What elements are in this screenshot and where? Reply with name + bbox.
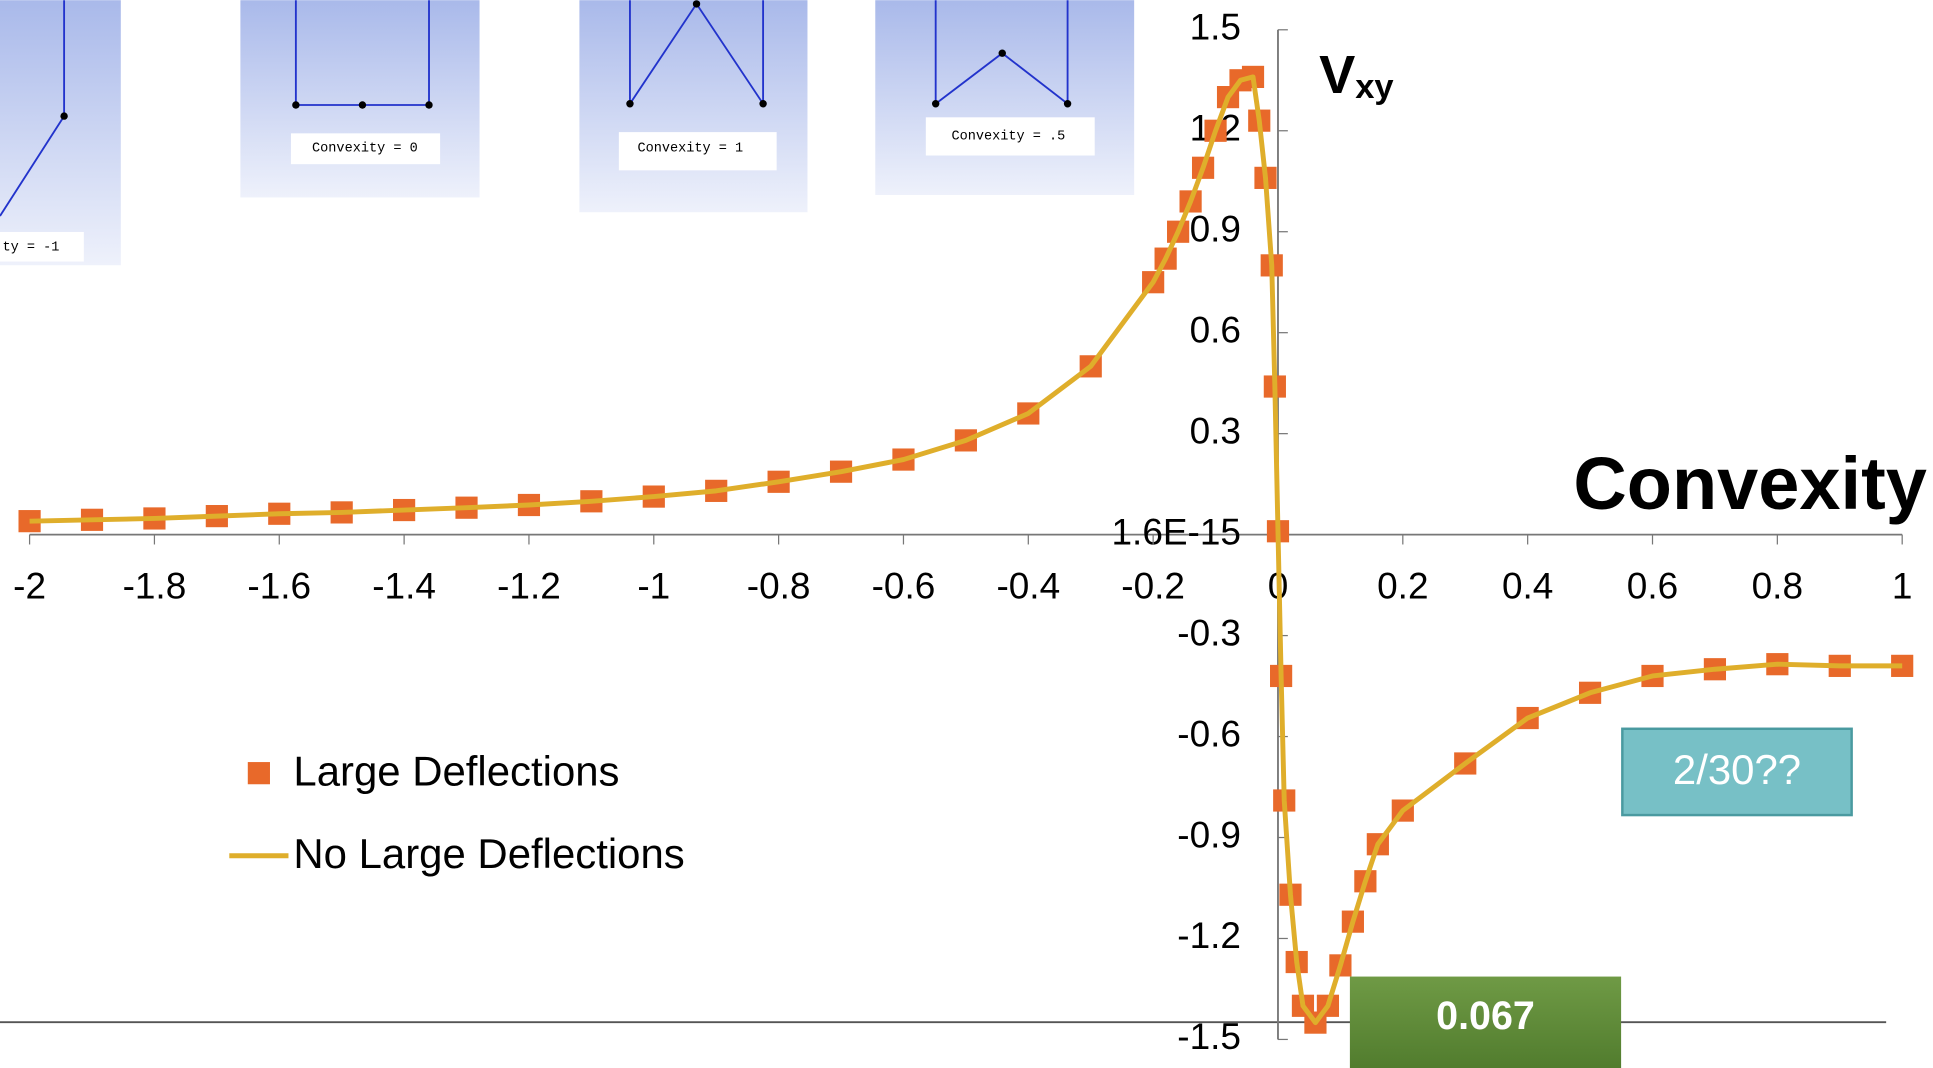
inset-3: Convexity = 1	[579, 0, 808, 213]
x-tick-label: -1	[637, 566, 670, 607]
plot: -1.5-1.2-0.9-0.6-0.31.6E-150.30.60.91.21…	[13, 7, 1914, 1057]
inset-label: ty = -1	[2, 240, 59, 255]
legend: Large Deflections No Large Deflections	[229, 747, 685, 877]
data-line	[29, 74, 1903, 1026]
x-tick-label: -0.6	[872, 566, 936, 607]
x-tick-label: 1	[1892, 566, 1913, 607]
y-axis-title-main: V	[1319, 45, 1355, 105]
y-tick-label: 1.6E-15	[1112, 511, 1241, 552]
inset-4: Convexity = .5	[875, 0, 1135, 195]
inset-label: Convexity = 0	[312, 142, 418, 157]
y-tick-label: -0.6	[1177, 713, 1241, 754]
legend-label: No Large Deflections	[293, 830, 684, 877]
y-tick-label: -1.2	[1177, 915, 1241, 956]
annotation-box: 0.067	[1349, 976, 1622, 1068]
x-tick-label: 0.2	[1377, 566, 1428, 607]
legend-label: Large Deflections	[293, 747, 619, 794]
y-axis-title: Vxy	[1319, 45, 1394, 106]
annotation: 0.067	[1436, 994, 1535, 1038]
inset-1: ty = -1	[0, 0, 121, 266]
y-tick-label: 1.5	[1190, 7, 1241, 48]
y-tick-label: -0.3	[1177, 612, 1241, 653]
x-tick-label: -1.6	[247, 566, 311, 607]
x-tick-label: 0.6	[1627, 566, 1678, 607]
x-tick-label: 0.4	[1502, 566, 1553, 607]
y-axis-title-sub: xy	[1355, 68, 1393, 106]
x-tick-label: -0.8	[747, 566, 811, 607]
x-axis-title: Convexity	[1573, 442, 1926, 525]
x-tick-label: -1.2	[497, 566, 561, 607]
legend-marker	[247, 762, 270, 785]
inset-2: Convexity = 0	[240, 0, 480, 198]
inset-label: Convexity = 1	[638, 142, 744, 157]
x-tick-label: -1.8	[123, 566, 187, 607]
y-tick-label: 0.9	[1190, 208, 1241, 249]
x-tick-label: -2	[13, 566, 46, 607]
y-tick-label: -0.9	[1177, 814, 1241, 855]
inset-label: Convexity = .5	[952, 129, 1066, 144]
x-tick-label: -1.4	[372, 566, 436, 607]
x-tick-label: -0.2	[1121, 566, 1185, 607]
x-tick-label: -0.4	[996, 566, 1060, 607]
y-tick-label: -1.5	[1177, 1016, 1241, 1057]
y-tick-label: 0.6	[1190, 309, 1241, 350]
annotation-box: 2/30??	[1621, 727, 1853, 817]
annotation: 2/30??	[1673, 746, 1801, 793]
y-tick-label: 0.3	[1190, 410, 1241, 451]
x-tick-label: 0.8	[1752, 566, 1803, 607]
